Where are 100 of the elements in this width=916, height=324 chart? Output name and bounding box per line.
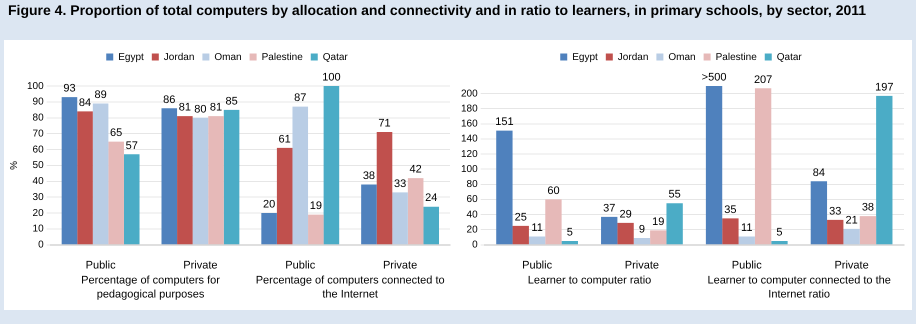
text: Learner to computer ratio — [528, 274, 652, 286]
bar — [666, 203, 683, 244]
y-tick-label: 60 — [466, 194, 478, 206]
x-tick-label: Public — [522, 259, 553, 272]
data-label: 100 — [322, 72, 341, 84]
data-label: 19 — [310, 200, 322, 212]
bar — [224, 110, 240, 244]
data-label: 11 — [531, 222, 543, 234]
bar — [562, 241, 578, 244]
bar — [124, 154, 140, 244]
bar — [843, 228, 860, 244]
data-label: 89 — [94, 89, 107, 101]
legend-label: Egypt — [572, 52, 598, 63]
bar — [601, 216, 618, 244]
text: Percentage of computers connected to the Internet — [256, 274, 445, 300]
y-tick-label: 70 — [32, 128, 44, 140]
y-tick-label: 120 — [460, 148, 478, 160]
data-label: 151 — [495, 116, 514, 128]
data-label: 71 — [378, 118, 391, 130]
bar — [860, 216, 876, 244]
legend-label: Jordan — [164, 52, 194, 63]
bar — [62, 97, 78, 244]
bar — [361, 184, 377, 244]
bar — [706, 86, 722, 244]
data-label: 35 — [724, 204, 737, 216]
bar — [276, 148, 292, 244]
data-label: 60 — [547, 184, 560, 197]
data-label: 33 — [394, 178, 406, 190]
data-label: 33 — [829, 205, 842, 218]
y-tick-label: 90 — [32, 96, 44, 108]
data-label: 84 — [812, 166, 826, 179]
x-tick-label: Private — [624, 259, 660, 272]
y-tick-label: 100 — [26, 80, 44, 92]
data-label: 9 — [638, 224, 645, 236]
y-tick-label: 0 — [38, 240, 44, 251]
data-label: 84 — [78, 96, 92, 109]
data-label: 80 — [194, 103, 207, 116]
data-label: 81 — [178, 102, 191, 114]
data-label: 11 — [741, 222, 752, 234]
bar — [77, 111, 93, 244]
data-label: 29 — [619, 208, 632, 220]
bar — [512, 226, 529, 244]
bar — [261, 213, 277, 244]
data-label: 25 — [514, 211, 527, 224]
x-tick-label: Private — [183, 259, 218, 272]
data-label: 65 — [110, 127, 122, 140]
y-tick-label: 160 — [460, 118, 478, 130]
data-label: 21 — [845, 214, 858, 226]
legend-label: Palestine — [716, 52, 758, 63]
data-label: 57 — [126, 140, 138, 152]
data-label: 42 — [410, 164, 422, 176]
bar — [528, 236, 546, 244]
bar — [108, 142, 124, 244]
y-tick-label: 40 — [32, 176, 44, 188]
bar — [496, 130, 513, 244]
bar — [292, 106, 308, 244]
y-tick-label: 20 — [466, 224, 478, 236]
bar — [324, 86, 340, 244]
bar — [177, 116, 193, 244]
data-label: 93 — [63, 82, 76, 95]
data-label: 38 — [362, 170, 376, 182]
data-label: 86 — [163, 94, 176, 106]
data-label: 207 — [754, 74, 772, 86]
bar — [617, 222, 634, 244]
data-label: 20 — [262, 198, 276, 211]
y-tick-label: 10 — [32, 224, 44, 235]
y-tick-label: 80 — [466, 179, 478, 190]
bar — [92, 103, 108, 244]
legend-label: Qatar — [776, 52, 802, 63]
legend-label: Egypt — [118, 52, 144, 63]
data-label: 197 — [875, 81, 894, 94]
y-tick-label: 100 — [460, 164, 478, 175]
y-tick-label: 200 — [460, 88, 478, 100]
bar — [754, 88, 772, 244]
bar — [722, 218, 739, 244]
data-label: 19 — [652, 216, 664, 228]
data-label: 38 — [862, 202, 874, 214]
text: Percentage of computers for pedagogical purposes — [81, 274, 220, 300]
data-label: 24 — [425, 192, 438, 204]
y-tick-label: 0 — [472, 240, 478, 251]
data-label: 55 — [668, 188, 681, 201]
legend-label: Oman — [668, 52, 696, 63]
bar — [192, 118, 208, 244]
legend-label: Jordan — [618, 52, 648, 63]
y-tick-label: 50 — [32, 160, 44, 172]
legend-label: Palestine — [262, 52, 304, 63]
y-tick-label: 180 — [460, 103, 478, 114]
y-tick-label: 80 — [32, 112, 44, 124]
legend-label: Qatar — [322, 52, 348, 63]
bar — [545, 199, 562, 244]
bar — [376, 132, 392, 244]
chart-title: Figure 4. Proportion of total computers by allocation and connectivity and in ratio to learners, in primary schools, by sector, 2011 — [7, 1, 868, 20]
bar — [810, 181, 828, 244]
data-label: 87 — [294, 92, 306, 104]
y-tick-label: 140 — [460, 134, 478, 145]
data-label: 5 — [776, 226, 783, 239]
bar — [208, 116, 224, 244]
bar — [392, 192, 408, 244]
bar — [634, 238, 650, 244]
data-label: 61 — [278, 133, 291, 146]
